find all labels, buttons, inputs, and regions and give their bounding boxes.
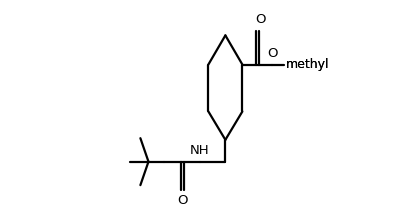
Text: NH: NH bbox=[190, 144, 210, 157]
Text: O: O bbox=[178, 194, 188, 207]
Text: O: O bbox=[255, 13, 266, 26]
Text: methyl: methyl bbox=[286, 58, 330, 71]
Text: O: O bbox=[267, 47, 278, 60]
Text: methyl: methyl bbox=[286, 58, 329, 71]
